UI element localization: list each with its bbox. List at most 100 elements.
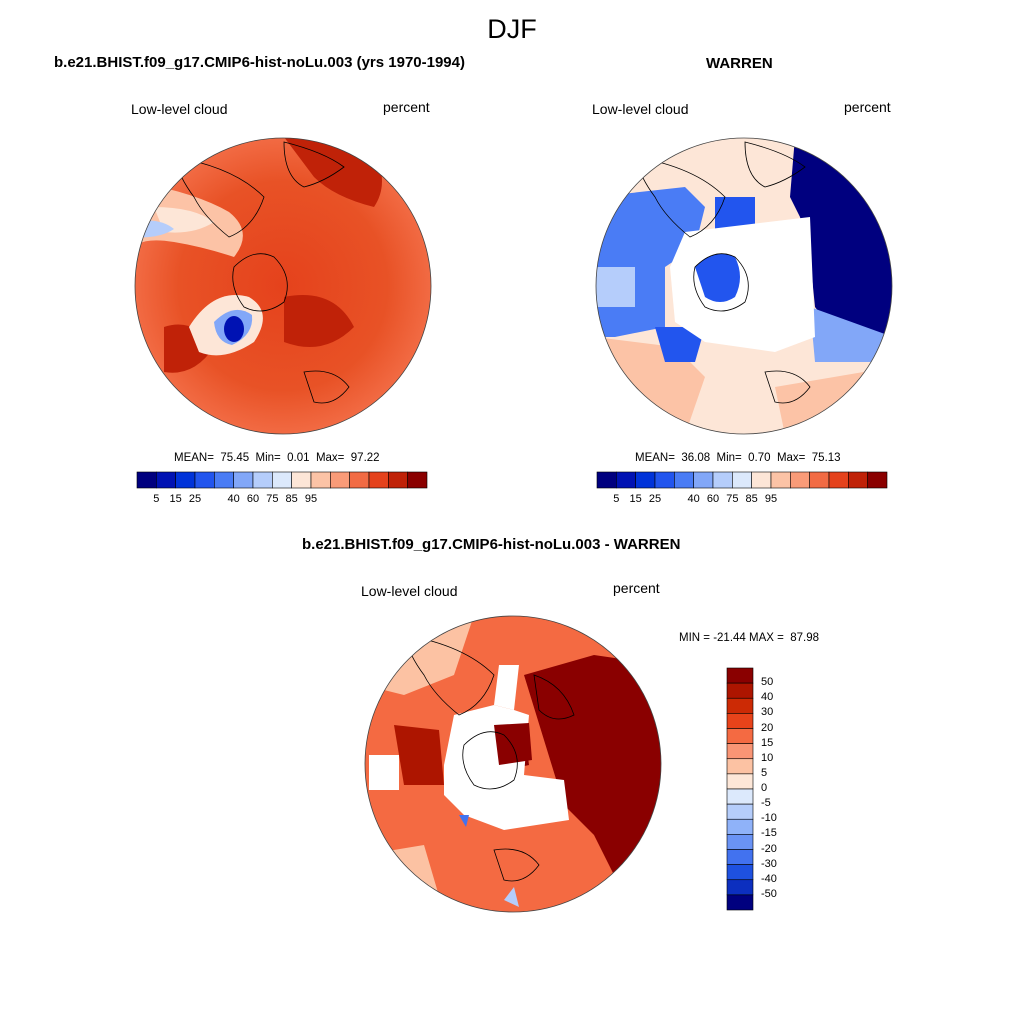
panel-3-coastline (493, 848, 540, 882)
panel-3-colorbar-ticks: 50 40 30 20 15 10 5 0 -5 -10 -15 -20 -30 -40 -50 (759, 668, 799, 910)
panel-1-colorbar (136, 471, 428, 489)
panel-3-title: b.e21.BHIST.f09_g17.CMIP6-hist-noLu.003 … (302, 536, 681, 553)
colorbar-swatch (407, 471, 428, 489)
colorbar-swatch (330, 471, 350, 489)
panel-3-minmax: MIN = -21.44 MAX = 87.98 (679, 632, 819, 644)
panel-2-variable-label: Low-level cloud (592, 101, 689, 117)
colorbar-tick-label: 30 (761, 706, 774, 719)
panel-1-units-label: percent (383, 99, 430, 115)
colorbar-swatch (349, 471, 370, 489)
colorbar-swatch (726, 849, 754, 865)
colorbar-swatch (693, 471, 714, 489)
colorbar-tick-label: -15 (761, 827, 777, 840)
colorbar-swatch (388, 471, 408, 489)
colorbar-swatch (726, 788, 754, 805)
panel-2-blue-region (655, 327, 705, 362)
colorbar-swatch (272, 471, 292, 489)
colorbar-tick-label: 40 (227, 493, 240, 505)
panel-3-colorbar (726, 667, 754, 911)
figure-season-title: DJF (487, 14, 537, 44)
colorbar-tick-label: 15 (761, 736, 774, 749)
colorbar-swatch (726, 773, 754, 790)
panel-2-coastline (764, 370, 811, 404)
panel-3-missing-data-region (369, 755, 399, 790)
colorbar-swatch (828, 471, 849, 489)
colorbar-tick-label: -20 (761, 842, 777, 855)
panel-3-units-label: percent (613, 580, 660, 596)
panel-1-min-value: 0.01 (287, 452, 310, 464)
panel-3-min-label: MIN = (679, 632, 710, 644)
panel-2-colorbar (596, 471, 888, 489)
colorbar-tick-label: -5 (761, 797, 771, 810)
panel-2-max-label: Max= (776, 452, 806, 464)
panel-2-units-label: percent (844, 99, 891, 115)
colorbar-swatch (368, 471, 389, 489)
colorbar-swatch (635, 471, 656, 489)
panel-3-coastline (403, 634, 495, 716)
panel-3-variable-label: Low-level cloud (361, 583, 458, 599)
colorbar-swatch (214, 471, 234, 489)
panel-3-maximum-region (494, 723, 532, 765)
colorbar-swatch (726, 728, 754, 744)
panel-3-max-value: 87.98 (790, 632, 820, 644)
panel-3-negative-region (504, 887, 519, 907)
panel-2-mid-blue-region (810, 307, 892, 362)
panel-2-mean-label: MEAN= (635, 452, 675, 464)
panel-2-map-boundary (595, 137, 893, 435)
colorbar-swatch (790, 471, 810, 489)
panel-1-coastline (173, 156, 265, 238)
panel-2-light-blue-region (596, 267, 635, 307)
colorbar-tick-label: 40 (761, 691, 774, 704)
colorbar-tick-label: 20 (761, 721, 774, 734)
panel-1-variable-label: Low-level cloud (131, 101, 228, 117)
colorbar-tick-label: 60 (706, 493, 720, 505)
panel-3-negative-region (459, 815, 469, 827)
colorbar-tick-label: 75 (266, 493, 279, 505)
panel-1-stats: MEAN= 75.45 Min= 0.01 Max= 97.22 (174, 452, 380, 464)
colorbar-swatch (674, 471, 694, 489)
colorbar-swatch (233, 471, 254, 489)
panel-3-polar-map (364, 615, 662, 913)
colorbar-tick-label: -30 (761, 857, 777, 870)
panel-2-stats: MEAN= 36.08 Min= 0.70 Max= 75.13 (635, 452, 841, 464)
colorbar-swatch (726, 864, 754, 881)
colorbar-tick-label: 95 (304, 493, 318, 505)
colorbar-swatch (726, 743, 754, 760)
colorbar-swatch (770, 471, 791, 489)
panel-2-polar-map (595, 137, 893, 435)
colorbar-tick-label: 95 (764, 493, 778, 505)
colorbar-swatch (156, 471, 176, 489)
panel-2-max-value: 75.13 (811, 452, 841, 464)
panel-2-colorbar-ticks: 5 15 25 40 60 75 85 95 (597, 493, 887, 509)
colorbar-swatch (194, 471, 215, 489)
colorbar-swatch (751, 471, 772, 489)
panel-3-coastline (462, 731, 518, 790)
panel-3-dark-region (394, 725, 444, 785)
colorbar-swatch (291, 471, 312, 489)
colorbar-swatch (310, 471, 331, 489)
colorbar-tick-label: 25 (188, 493, 202, 505)
colorbar-tick-label: 85 (745, 493, 758, 505)
colorbar-swatch (175, 471, 196, 489)
panel-1-coastline (283, 141, 345, 188)
panel-1-dark-region (284, 295, 354, 347)
panel-1-coastline (232, 253, 288, 312)
panel-3-maximum-region (524, 655, 661, 875)
colorbar-swatch (726, 818, 754, 835)
panel-2-title: WARREN (706, 55, 773, 72)
panel-1-map-boundary (134, 137, 432, 435)
colorbar-swatch (616, 471, 636, 489)
colorbar-swatch (867, 471, 888, 489)
panel-2-min-value: 0.70 (748, 452, 771, 464)
colorbar-swatch (726, 758, 754, 775)
colorbar-swatch (848, 471, 868, 489)
colorbar-tick-label: 5 (613, 493, 620, 505)
panel-3-max-label: MAX = (749, 632, 784, 644)
colorbar-swatch (252, 471, 273, 489)
panel-1-minimum-region (224, 316, 244, 342)
panel-2-min-label: Min= (716, 452, 742, 464)
colorbar-swatch (726, 697, 754, 714)
colorbar-tick-label: 85 (285, 493, 298, 505)
colorbar-swatch (809, 471, 830, 489)
panel-3-map-boundary (364, 615, 662, 913)
